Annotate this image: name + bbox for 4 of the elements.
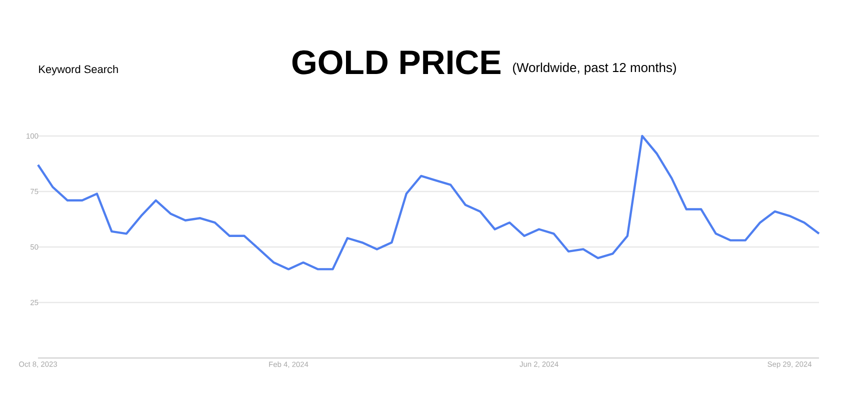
- line-series: [36, 134, 820, 270]
- chart-subtitle: (Worldwide, past 12 months): [513, 62, 676, 75]
- text: Keyword Search: [39, 65, 118, 76]
- chart-title: GOLD PRICE: [292, 50, 500, 74]
